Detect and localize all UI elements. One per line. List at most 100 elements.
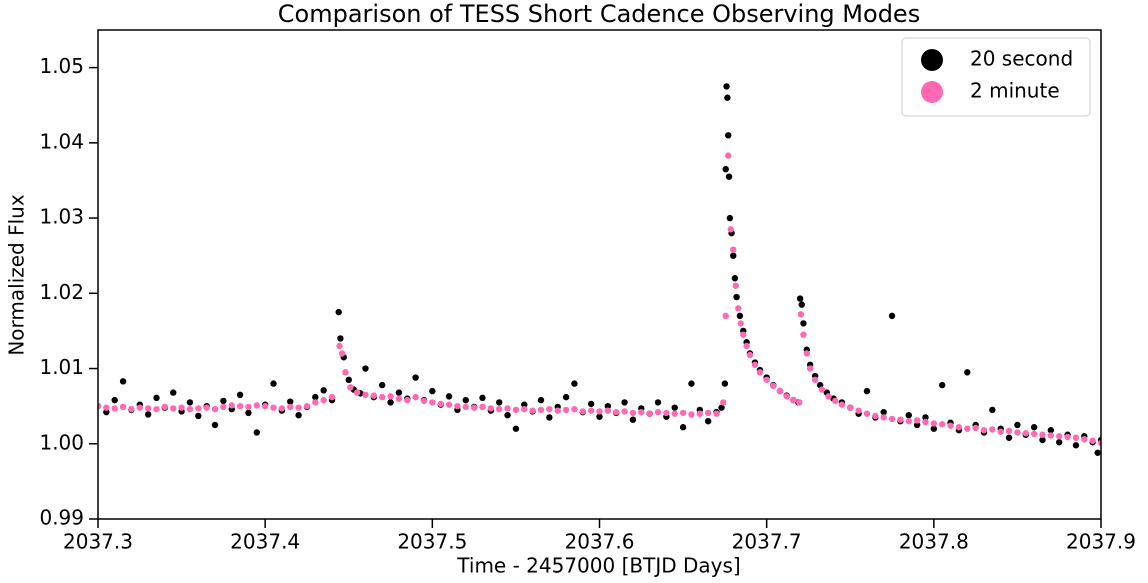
point (119, 403, 127, 411)
point (445, 401, 453, 408)
point (195, 412, 202, 420)
point (930, 420, 938, 427)
point (153, 394, 160, 402)
point (796, 295, 804, 302)
point (128, 405, 135, 413)
point (521, 405, 528, 413)
point (245, 409, 252, 417)
point (989, 426, 996, 433)
point (1094, 449, 1101, 456)
point (654, 399, 662, 406)
point (888, 415, 896, 423)
point (731, 275, 739, 282)
y-tick-label: 1.01 (39, 355, 84, 379)
point (512, 425, 520, 432)
point (704, 418, 712, 425)
point (806, 365, 814, 372)
point (726, 214, 734, 222)
point (521, 401, 528, 408)
point (337, 335, 344, 342)
point (938, 381, 946, 389)
x-tick-label: 2037.5 (397, 530, 467, 554)
point (1022, 430, 1029, 437)
point (412, 374, 419, 381)
x-tick-label: 2037.4 (230, 530, 300, 554)
x-tick-label: 2037.6 (565, 530, 635, 554)
y-tick-label: 1.00 (39, 430, 84, 454)
point (571, 405, 578, 413)
point (261, 402, 269, 410)
point (429, 399, 436, 406)
point (347, 384, 354, 391)
point (1014, 421, 1021, 429)
point (111, 396, 118, 404)
point (746, 351, 754, 359)
point (178, 404, 185, 411)
point (445, 393, 453, 400)
point (725, 173, 733, 180)
point (663, 409, 670, 417)
point (429, 387, 436, 395)
y-axis-label: Normalized Flux (5, 194, 29, 356)
point (776, 387, 784, 395)
point (796, 399, 803, 406)
point (980, 427, 988, 434)
point (587, 407, 595, 414)
point (596, 408, 603, 415)
point (832, 397, 839, 405)
point (278, 405, 286, 412)
point (395, 395, 403, 402)
point (646, 410, 653, 417)
point (838, 401, 846, 408)
point (798, 301, 805, 308)
point (537, 396, 545, 404)
point (688, 411, 695, 418)
point (529, 407, 536, 414)
point (462, 403, 469, 411)
legend-marker (921, 81, 943, 103)
point (1072, 434, 1080, 441)
point (295, 411, 302, 419)
point (671, 410, 678, 417)
point (897, 416, 904, 423)
legend-marker (921, 49, 943, 71)
point (913, 421, 921, 429)
point (863, 387, 871, 395)
point (554, 407, 561, 414)
point (688, 380, 695, 387)
point (732, 282, 739, 289)
point (1030, 430, 1038, 438)
point (671, 404, 678, 411)
point (880, 414, 887, 421)
y-tick-label: 1.02 (39, 280, 84, 304)
point (1097, 439, 1101, 447)
point (733, 293, 740, 301)
point (1089, 437, 1096, 444)
point (496, 399, 503, 406)
point (803, 350, 810, 357)
point (170, 405, 177, 412)
x-tick-label: 2037.3 (63, 530, 133, 554)
point (454, 402, 461, 410)
point (362, 365, 369, 372)
point (387, 399, 394, 406)
point (721, 380, 729, 387)
point (1064, 433, 1071, 441)
point (872, 412, 879, 420)
point (153, 405, 160, 413)
y-tick-label: 0.99 (39, 506, 84, 530)
point (679, 424, 687, 431)
point (338, 350, 346, 357)
point (770, 382, 777, 390)
x-axis-label: Time - 2457000 [BTJD Days] (456, 554, 740, 578)
point (195, 405, 202, 412)
point (211, 405, 219, 413)
point (654, 408, 662, 416)
point (736, 312, 744, 320)
point (696, 410, 703, 417)
point (103, 408, 110, 416)
point (989, 406, 996, 414)
point (727, 226, 734, 233)
point (470, 404, 478, 411)
point (1014, 429, 1021, 436)
